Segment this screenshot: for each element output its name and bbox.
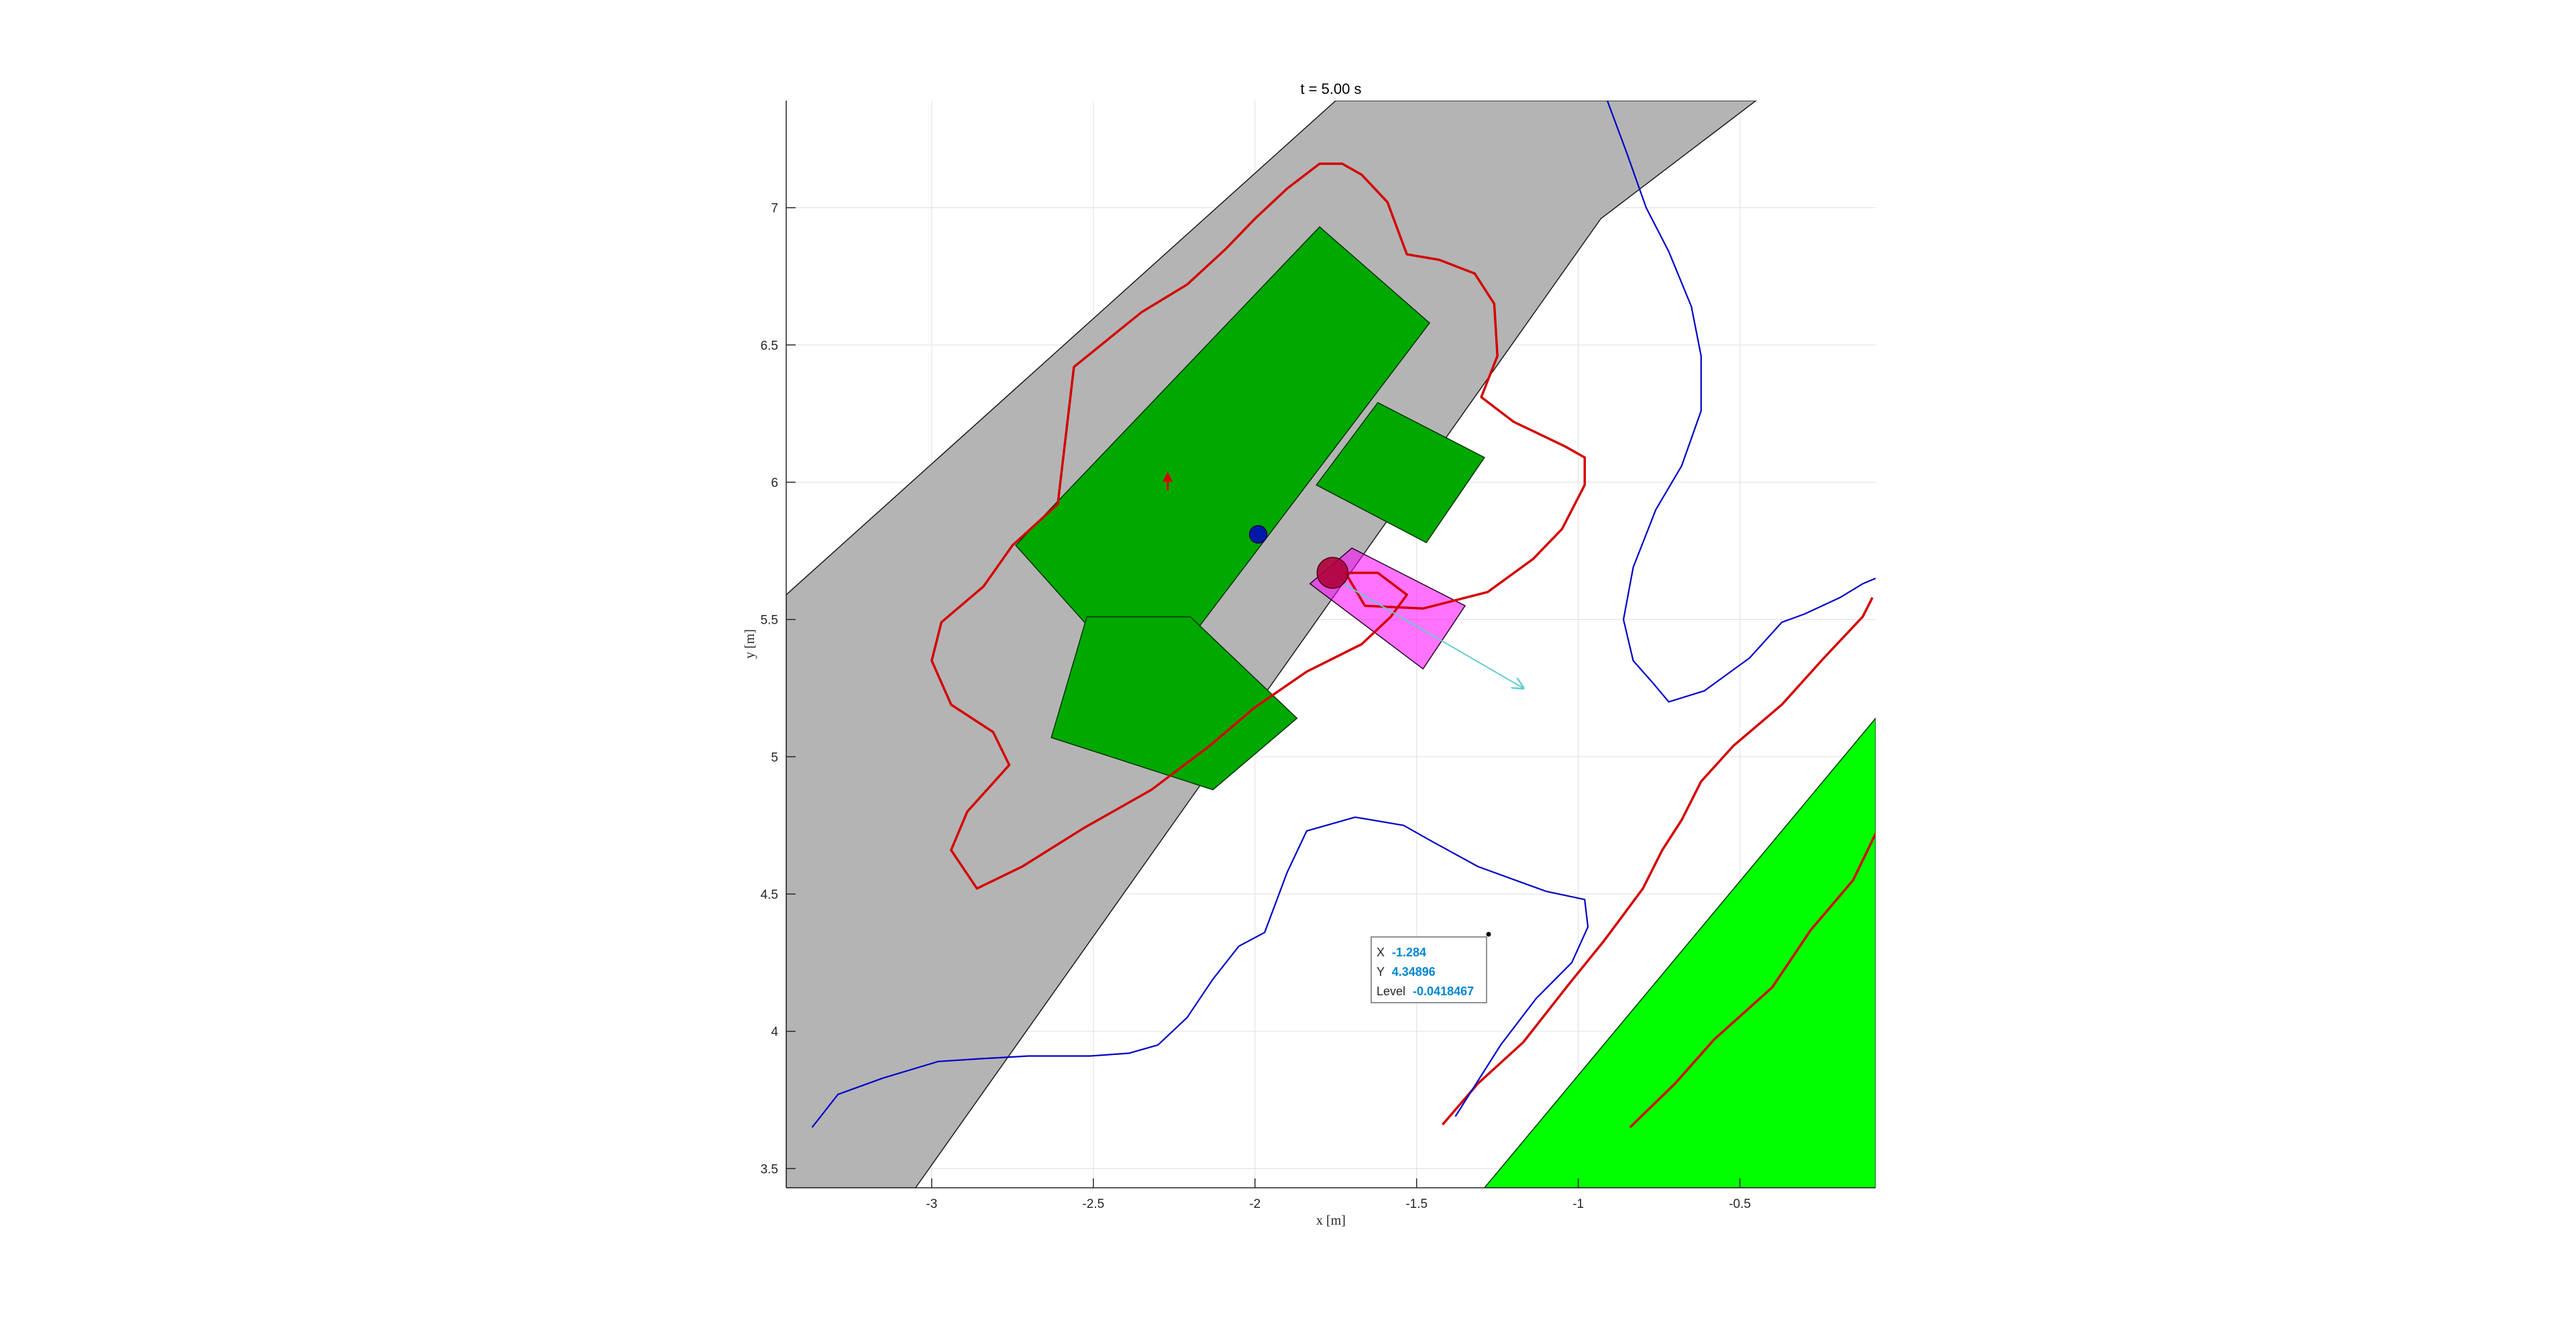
y-tick-label-3: 5 <box>771 750 778 765</box>
obstacle-polygon-1 <box>1316 402 1485 543</box>
obstacle-polygon-3 <box>1483 717 1876 1188</box>
x-tick-label-3: -1.5 <box>1405 1197 1428 1211</box>
x-tick-label-2: -2 <box>1249 1197 1260 1211</box>
x-tick-label-1: -2.5 <box>1082 1197 1104 1211</box>
y-tick-label-1: 4 <box>771 1025 778 1040</box>
data-tip-level-value: -0.0418467 <box>1413 985 1474 998</box>
y-tick-label-0: 3.5 <box>761 1162 778 1176</box>
contour-line-4 <box>1606 101 1876 703</box>
data-tip-y-value: 4.34896 <box>1392 965 1436 979</box>
x-axis: -3 -2.5 -2 -1.5 -1 -0.5 <box>926 1178 1751 1211</box>
y-tick-label-5: 6 <box>771 476 778 490</box>
svg-text:Level -0.0418467: Level -0.0418467 <box>1377 985 1474 998</box>
data-tip[interactable]: X -1.284 Y 4.34896 Level -0.0418467 <box>1371 932 1491 1003</box>
road-band <box>786 101 1757 1188</box>
data-tip-x-value: -1.284 <box>1392 946 1426 959</box>
x-axis-label: x [m] <box>1316 1213 1346 1228</box>
y-tick-label-2: 4.5 <box>761 888 778 902</box>
data-tip-anchor <box>1486 932 1491 937</box>
velocity-arrow <box>1329 575 1523 688</box>
obstacle-polygons <box>1015 226 1876 1188</box>
contour-lines <box>811 101 1876 1129</box>
chart-title: t = 5.00 s <box>1300 80 1361 97</box>
y-tick-label-4: 5.5 <box>761 614 778 628</box>
marker-red <box>1316 557 1349 589</box>
x-tick-label-4: -1 <box>1572 1197 1584 1211</box>
data-tip-x-label: X <box>1377 946 1385 959</box>
plot-content <box>786 101 1876 1188</box>
marker-blue <box>1248 525 1268 544</box>
y-axis-label: y [m] <box>743 629 757 659</box>
axes-box <box>786 101 1876 1188</box>
data-tip-box <box>1371 936 1487 1003</box>
contour-line-0 <box>930 162 1587 890</box>
y-axis: 3.5 4 4.5 5 5.5 6 6.5 7 <box>761 202 796 1176</box>
svg-text:X -1.284: X -1.284 <box>1377 946 1426 959</box>
y-tick-label-6: 6.5 <box>761 339 778 353</box>
contour-line-1 <box>1441 597 1874 1126</box>
x-tick-label-5: -0.5 <box>1729 1197 1751 1211</box>
x-tick-label-0: -3 <box>926 1197 937 1211</box>
contour-line-2 <box>1629 833 1876 1129</box>
data-tip-y-label: Y <box>1377 965 1385 979</box>
svg-text:Y 4.34896: Y 4.34896 <box>1377 965 1436 979</box>
data-tip-level-label: Level <box>1377 985 1405 998</box>
obstacle-polygon-2 <box>1051 616 1298 791</box>
y-tick-label-7: 7 <box>771 202 778 216</box>
contour-line-3 <box>811 816 1589 1128</box>
